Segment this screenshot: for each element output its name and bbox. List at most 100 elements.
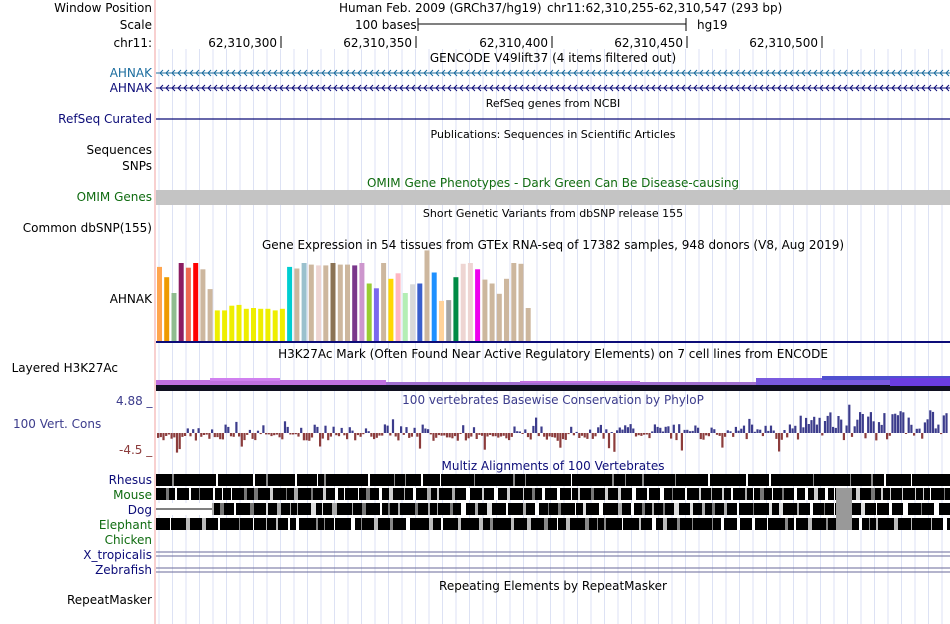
gtex-tissue-bar[interactable] [496, 293, 502, 342]
gtex-tissue-bar[interactable] [157, 266, 162, 342]
gtex-tissue-bar[interactable] [352, 265, 358, 342]
gtex-tissue-bar[interactable] [301, 263, 307, 342]
phylop-bar [637, 433, 640, 436]
multiz-title[interactable]: Multiz Alignments of 100 Vertebrates [441, 459, 665, 473]
phylop-bar [683, 429, 686, 433]
phylop-bar [459, 433, 462, 434]
gtex-tissue-bar[interactable] [525, 308, 531, 342]
multiz-alignments[interactable] [156, 474, 950, 573]
gtex-title[interactable]: Gene Expression in 54 tissues from GTEx … [261, 238, 845, 252]
multiz-species-x-tropicalis[interactable]: X_tropicalis [83, 548, 152, 562]
publications-title[interactable]: Publications: Sequences in Scientific Ar… [430, 128, 676, 141]
omim-label[interactable]: OMIM Genes [76, 190, 152, 204]
gtex-tissue-bar[interactable] [164, 277, 170, 342]
gtex-tissue-bar[interactable] [460, 263, 466, 342]
gtex-tissue-bar[interactable] [410, 284, 416, 342]
multiz-species-mouse[interactable]: Mouse [113, 488, 152, 502]
gtex-tissue-bar[interactable] [475, 269, 481, 342]
gtex-tissue-bar[interactable] [200, 269, 206, 342]
phylop-bar [254, 433, 257, 441]
gencode-gene-ahnak-1[interactable] [156, 69, 950, 77]
gtex-tissue-bar[interactable] [294, 268, 300, 343]
omim-title[interactable]: OMIM Gene Phenotypes - Dark Green Can Be… [366, 176, 740, 190]
gtex-tissue-bar[interactable] [178, 263, 184, 342]
multiz-row[interactable] [156, 503, 950, 515]
phylop-label[interactable]: 100 Vert. Cons [13, 417, 102, 431]
publications-sequences-label[interactable]: Sequences [86, 143, 152, 157]
gtex-tissue-bar[interactable] [193, 263, 199, 342]
dbsnp-title[interactable]: Short Genetic Variants from dbSNP releas… [422, 207, 684, 220]
gtex-tissue-bar[interactable] [424, 250, 430, 342]
refseq-label[interactable]: RefSeq Curated [58, 112, 152, 126]
dbsnp-label[interactable]: Common dbSNP(155) [22, 221, 152, 235]
gtex-label[interactable]: AHNAK [109, 292, 152, 306]
gtex-tissue-bar[interactable] [185, 267, 191, 342]
gtex-tissue-bar[interactable] [439, 300, 444, 342]
gtex-tissue-bar[interactable] [366, 283, 372, 343]
gtex-tissue-bar[interactable] [258, 308, 264, 342]
phylop-signal[interactable] [157, 404, 948, 453]
gtex-tissue-bar[interactable] [243, 308, 249, 342]
gtex-tissue-bar[interactable] [330, 263, 336, 342]
gtex-tissue-bar[interactable] [236, 304, 242, 342]
gtex-tissue-bar[interactable] [482, 279, 488, 342]
multiz-species-rhesus[interactable]: Rhesus [108, 473, 152, 487]
phylop-title[interactable]: 100 vertebrates Basewise Conservation by… [402, 393, 704, 407]
multiz-species-elephant[interactable]: Elephant [98, 518, 152, 532]
gencode-gene-label[interactable]: AHNAK [109, 66, 152, 80]
h3k27ac-title[interactable]: H3K27Ac Mark (Often Found Near Active Re… [278, 347, 828, 361]
multiz-species-zebrafish[interactable]: Zebrafish [95, 563, 152, 577]
omim-gene-bar[interactable] [156, 190, 950, 205]
gtex-tissue-bar[interactable] [308, 264, 314, 342]
gtex-tissue-bar[interactable] [251, 308, 256, 342]
gtex-tissue-bar[interactable] [388, 278, 394, 342]
gencode-title[interactable]: GENCODE V49lift37 (4 items filtered out) [429, 51, 677, 65]
phylop-bar [508, 433, 511, 441]
gtex-tissue-bar[interactable] [214, 310, 220, 342]
gtex-tissue-bar[interactable] [207, 289, 213, 342]
multiz-row[interactable] [156, 488, 950, 500]
phylop-bar [302, 433, 305, 441]
gtex-tissue-bar[interactable] [323, 265, 329, 342]
gtex-tissue-bar[interactable] [345, 264, 350, 342]
gtex-expression-bars[interactable] [157, 250, 531, 342]
refseq-title[interactable]: RefSeq genes from NCBI [485, 97, 621, 110]
gtex-tissue-bar[interactable] [272, 310, 278, 342]
h3k27ac-signal[interactable] [156, 376, 950, 391]
gtex-tissue-bar[interactable] [489, 283, 495, 343]
gtex-tissue-bar[interactable] [453, 277, 459, 342]
gtex-tissue-bar[interactable] [316, 265, 322, 342]
gtex-tissue-bar[interactable] [395, 273, 401, 342]
h3k27ac-label[interactable]: Layered H3K27Ac [11, 361, 118, 375]
gtex-tissue-bar[interactable] [337, 264, 343, 342]
gtex-tissue-bar[interactable] [446, 300, 452, 342]
multiz-species-chicken[interactable]: Chicken [104, 533, 152, 547]
gtex-tissue-bar[interactable] [373, 288, 379, 342]
gtex-tissue-bar[interactable] [402, 293, 408, 342]
gtex-tissue-bar[interactable] [229, 305, 235, 342]
multiz-species-dog[interactable]: Dog [127, 503, 152, 517]
phylop-bar [826, 415, 829, 433]
multiz-row[interactable] [156, 474, 950, 486]
gtex-tissue-bar[interactable] [279, 308, 285, 342]
gencode-gene-label[interactable]: AHNAK [109, 81, 152, 95]
gtex-tissue-bar[interactable] [359, 263, 365, 342]
gtex-tissue-bar[interactable] [287, 266, 293, 342]
gtex-tissue-bar[interactable] [381, 263, 387, 342]
gencode-gene-ahnak-2[interactable] [156, 84, 950, 92]
gtex-tissue-bar[interactable] [222, 310, 228, 342]
phylop-bar [791, 428, 794, 433]
gtex-tissue-bar[interactable] [417, 283, 423, 343]
publications-snps-label[interactable]: SNPs [122, 159, 152, 173]
gtex-tissue-bar[interactable] [504, 278, 509, 342]
repeatmasker-label[interactable]: RepeatMasker [66, 593, 152, 607]
gtex-tissue-bar[interactable] [265, 308, 271, 342]
gtex-tissue-bar[interactable] [518, 263, 524, 342]
gtex-tissue-bar[interactable] [511, 263, 517, 342]
repeatmasker-title[interactable]: Repeating Elements by RepeatMasker [439, 579, 667, 593]
gtex-tissue-bar[interactable] [467, 263, 473, 342]
gtex-tissue-bar[interactable] [171, 293, 177, 342]
multiz-row[interactable] [156, 518, 950, 530]
gtex-tissue-bar[interactable] [431, 272, 437, 343]
